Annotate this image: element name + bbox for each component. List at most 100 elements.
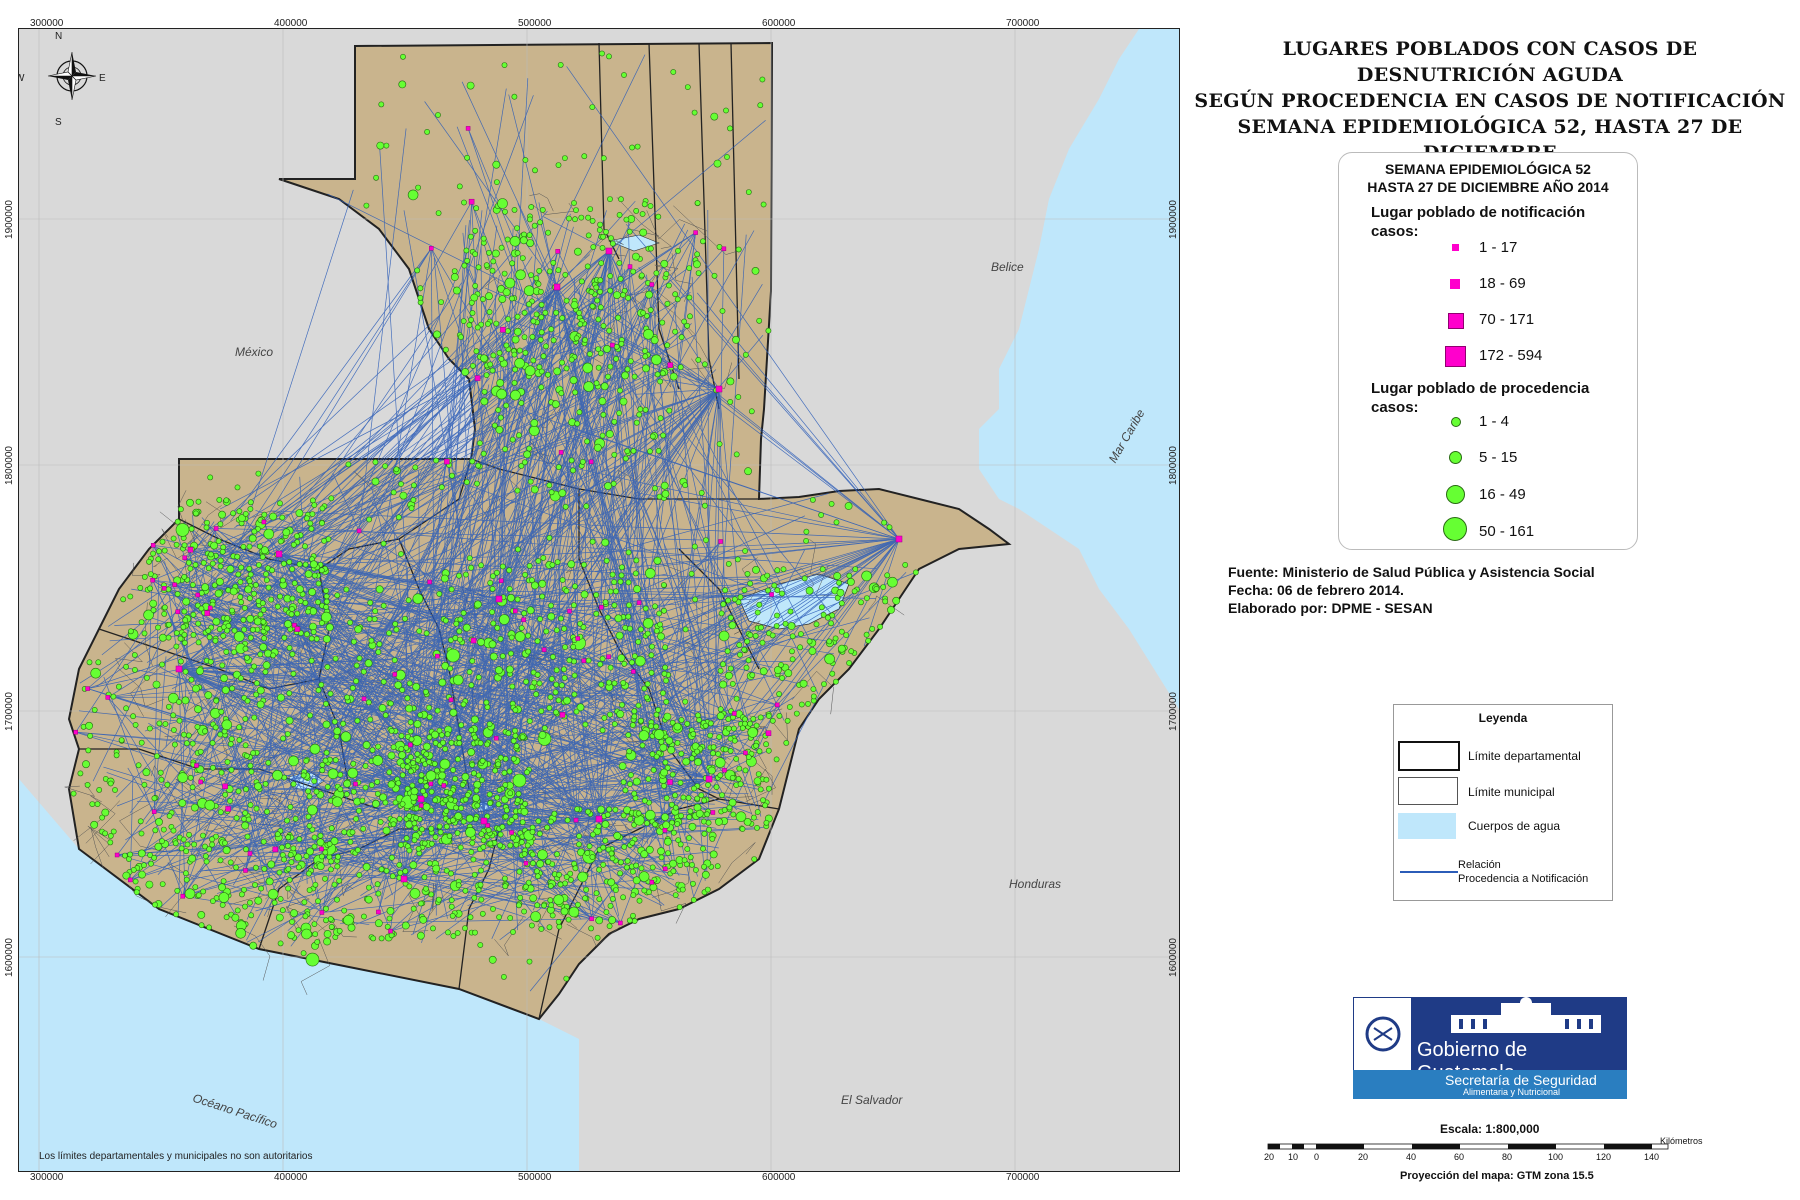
procedencia-point xyxy=(412,825,419,832)
procedencia-point xyxy=(247,762,254,769)
map-canvas[interactable] xyxy=(19,29,1179,1171)
procedencia-point xyxy=(522,157,529,163)
procedencia-point xyxy=(514,631,526,642)
procedencia-point xyxy=(438,484,445,491)
procedencia-point xyxy=(116,683,122,690)
north-label: N xyxy=(55,31,63,42)
procedencia-point xyxy=(684,720,691,727)
procedencia-point xyxy=(462,623,471,632)
procedencia-point xyxy=(155,818,163,826)
notif-symbol-1 xyxy=(1452,244,1459,251)
relation-line xyxy=(245,232,696,538)
procedencia-point xyxy=(155,556,162,563)
procedencia-point xyxy=(640,309,646,316)
procedencia-point xyxy=(210,707,221,719)
procedencia-point xyxy=(309,511,316,517)
procedencia-point xyxy=(597,304,604,311)
x-tick-bottom-3: 600000 xyxy=(762,1172,796,1183)
y-tick-right-1: 1800000 xyxy=(1167,446,1179,485)
procedencia-point xyxy=(439,758,451,770)
procedencia-point xyxy=(455,882,462,889)
procedencia-point xyxy=(739,826,746,832)
procedencia-point xyxy=(122,871,131,880)
procedencia-point xyxy=(758,624,764,631)
procedencia-point xyxy=(686,814,693,820)
procedencia-point xyxy=(548,326,555,333)
procedencia-point xyxy=(620,812,627,819)
procedencia-point xyxy=(765,747,772,754)
procedencia-point xyxy=(212,617,221,626)
relation-line xyxy=(153,189,354,812)
relation-line xyxy=(256,595,323,913)
procedencia-point xyxy=(434,707,441,714)
procedencia-point xyxy=(489,652,498,661)
procedencia-point xyxy=(248,768,255,775)
proc-title-2: casos: xyxy=(1371,399,1419,416)
procedencia-point xyxy=(563,365,570,372)
procedencia-point xyxy=(328,858,334,865)
procedencia-point xyxy=(349,829,356,836)
municipal-boundary-segment xyxy=(529,193,554,212)
relation-line xyxy=(446,250,610,775)
relation-line xyxy=(467,128,722,746)
procedencia-point xyxy=(756,317,763,324)
procedencia-point xyxy=(538,384,545,391)
procedencia-point xyxy=(549,562,556,568)
procedencia-point xyxy=(742,767,749,774)
proc-class-1: 1 - 4 xyxy=(1479,413,1510,430)
relation-line xyxy=(174,457,523,586)
procedencia-point xyxy=(398,746,405,752)
procedencia-point xyxy=(617,870,623,877)
procedencia-point xyxy=(281,634,288,641)
relation-line xyxy=(278,377,511,555)
procedencia-point xyxy=(480,397,489,406)
relation-line xyxy=(230,248,432,522)
procedencia-point xyxy=(753,722,760,729)
procedencia-point xyxy=(648,652,655,659)
procedencia-point xyxy=(678,334,685,341)
procedencia-point xyxy=(411,837,418,843)
procedencia-point xyxy=(653,753,660,760)
procedencia-point xyxy=(168,692,179,704)
procedencia-point xyxy=(441,662,450,670)
procedencia-point xyxy=(635,702,642,709)
procedencia-point xyxy=(312,881,319,888)
procedencia-point xyxy=(251,528,258,535)
procedencia-point xyxy=(286,645,293,651)
procedencia-point xyxy=(529,894,538,902)
procedencia-point xyxy=(404,695,411,702)
procedencia-point xyxy=(510,738,517,744)
procedencia-point xyxy=(182,870,189,877)
procedencia-point xyxy=(660,481,669,490)
procedencia-point xyxy=(322,635,331,643)
procedencia-point xyxy=(502,208,508,215)
procedencia-point xyxy=(377,819,384,825)
procedencia-point xyxy=(727,735,734,742)
notificacion-point xyxy=(474,375,481,381)
procedencia-point xyxy=(238,599,245,606)
procedencia-point xyxy=(582,895,588,902)
procedencia-point xyxy=(374,919,383,928)
relation-line xyxy=(525,315,625,864)
procedencia-point xyxy=(404,757,411,764)
relation-line xyxy=(227,377,478,595)
relation-line xyxy=(154,757,246,813)
procedencia-point xyxy=(94,801,101,807)
procedencia-point xyxy=(724,154,730,160)
procedencia-point xyxy=(257,611,264,618)
relation-line xyxy=(179,765,197,834)
map-frame[interactable]: N S E W México Belice Honduras El Salvad… xyxy=(18,28,1180,1172)
procedencia-point xyxy=(288,611,295,618)
procedencia-point xyxy=(609,571,616,578)
procedencia-point xyxy=(501,770,508,776)
procedencia-point xyxy=(428,807,435,814)
procedencia-point xyxy=(372,459,379,465)
procedencia-point xyxy=(144,675,150,681)
procedencia-point xyxy=(446,648,460,663)
relation-line xyxy=(106,772,405,880)
leyenda-water: Cuerpos de agua xyxy=(1468,819,1561,833)
relation-line xyxy=(478,388,720,735)
procedencia-point xyxy=(520,807,529,816)
relation-line xyxy=(556,286,757,808)
procedencia-point xyxy=(425,770,437,782)
